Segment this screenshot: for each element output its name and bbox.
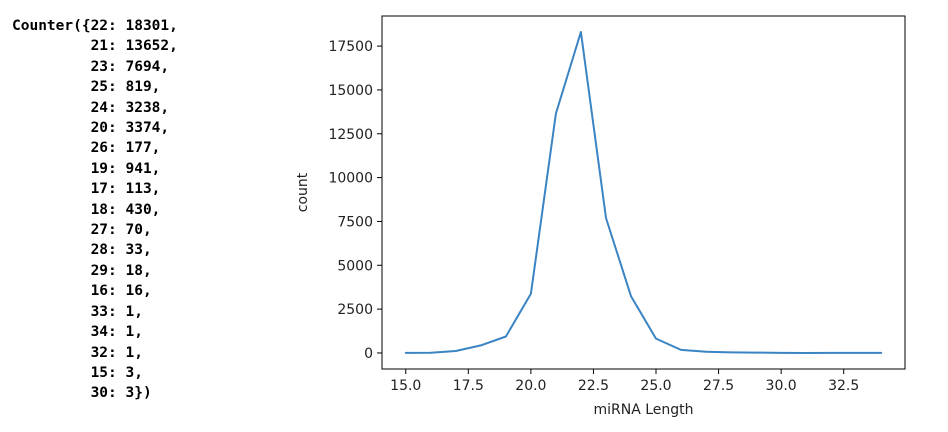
x-tick-label: 20.0 — [515, 378, 546, 394]
data-point — [880, 352, 882, 354]
data-point — [455, 350, 457, 352]
data-point — [805, 352, 807, 354]
data-point — [655, 338, 657, 340]
x-tick-label: 17.5 — [453, 378, 484, 394]
data-point — [530, 293, 532, 295]
data-point — [680, 349, 682, 351]
data-point — [755, 352, 757, 354]
data-point — [605, 217, 607, 219]
x-tick-label: 22.5 — [578, 378, 609, 394]
series-line — [404, 31, 883, 354]
y-tick-label: 2500 — [337, 302, 373, 318]
data-point — [730, 351, 732, 353]
y-tick-label: 15000 — [328, 83, 373, 99]
y-tick-label: 17500 — [328, 39, 373, 55]
x-tick-label: 27.5 — [703, 378, 734, 394]
data-point — [580, 31, 582, 33]
data-point — [430, 352, 432, 354]
x-tick-label: 25.0 — [640, 378, 671, 394]
data-point — [630, 295, 632, 297]
x-axis-title: miRNA Length — [593, 402, 693, 418]
y-axis-title: count — [295, 172, 311, 212]
x-axis: 15.0 17.5 20.0 22.5 25.0 27.5 30.0 32.5 — [390, 369, 859, 394]
y-tick-label: 5000 — [337, 258, 373, 274]
y-tick-label: 0 — [364, 346, 373, 362]
counter-output: Counter({22: 18301, 21: 13652, 23: 7694,… — [12, 18, 178, 402]
y-tick-label: 10000 — [328, 171, 373, 187]
y-tick-label: 12500 — [328, 127, 373, 143]
y-tick-label: 7500 — [337, 214, 373, 230]
y-axis: 0 2500 5000 7500 10000 12500 15000 17500 — [328, 39, 382, 362]
x-tick-label: 30.0 — [766, 378, 797, 394]
data-point — [855, 352, 857, 354]
data-point — [705, 351, 707, 353]
data-point — [830, 352, 832, 354]
x-tick-label: 32.5 — [828, 378, 859, 394]
x-tick-label: 15.0 — [390, 378, 421, 394]
data-point — [405, 352, 407, 354]
data-point — [480, 344, 482, 346]
data-point — [780, 352, 782, 354]
data-point — [555, 113, 557, 115]
data-point — [505, 335, 507, 337]
plot-area — [381, 15, 906, 370]
